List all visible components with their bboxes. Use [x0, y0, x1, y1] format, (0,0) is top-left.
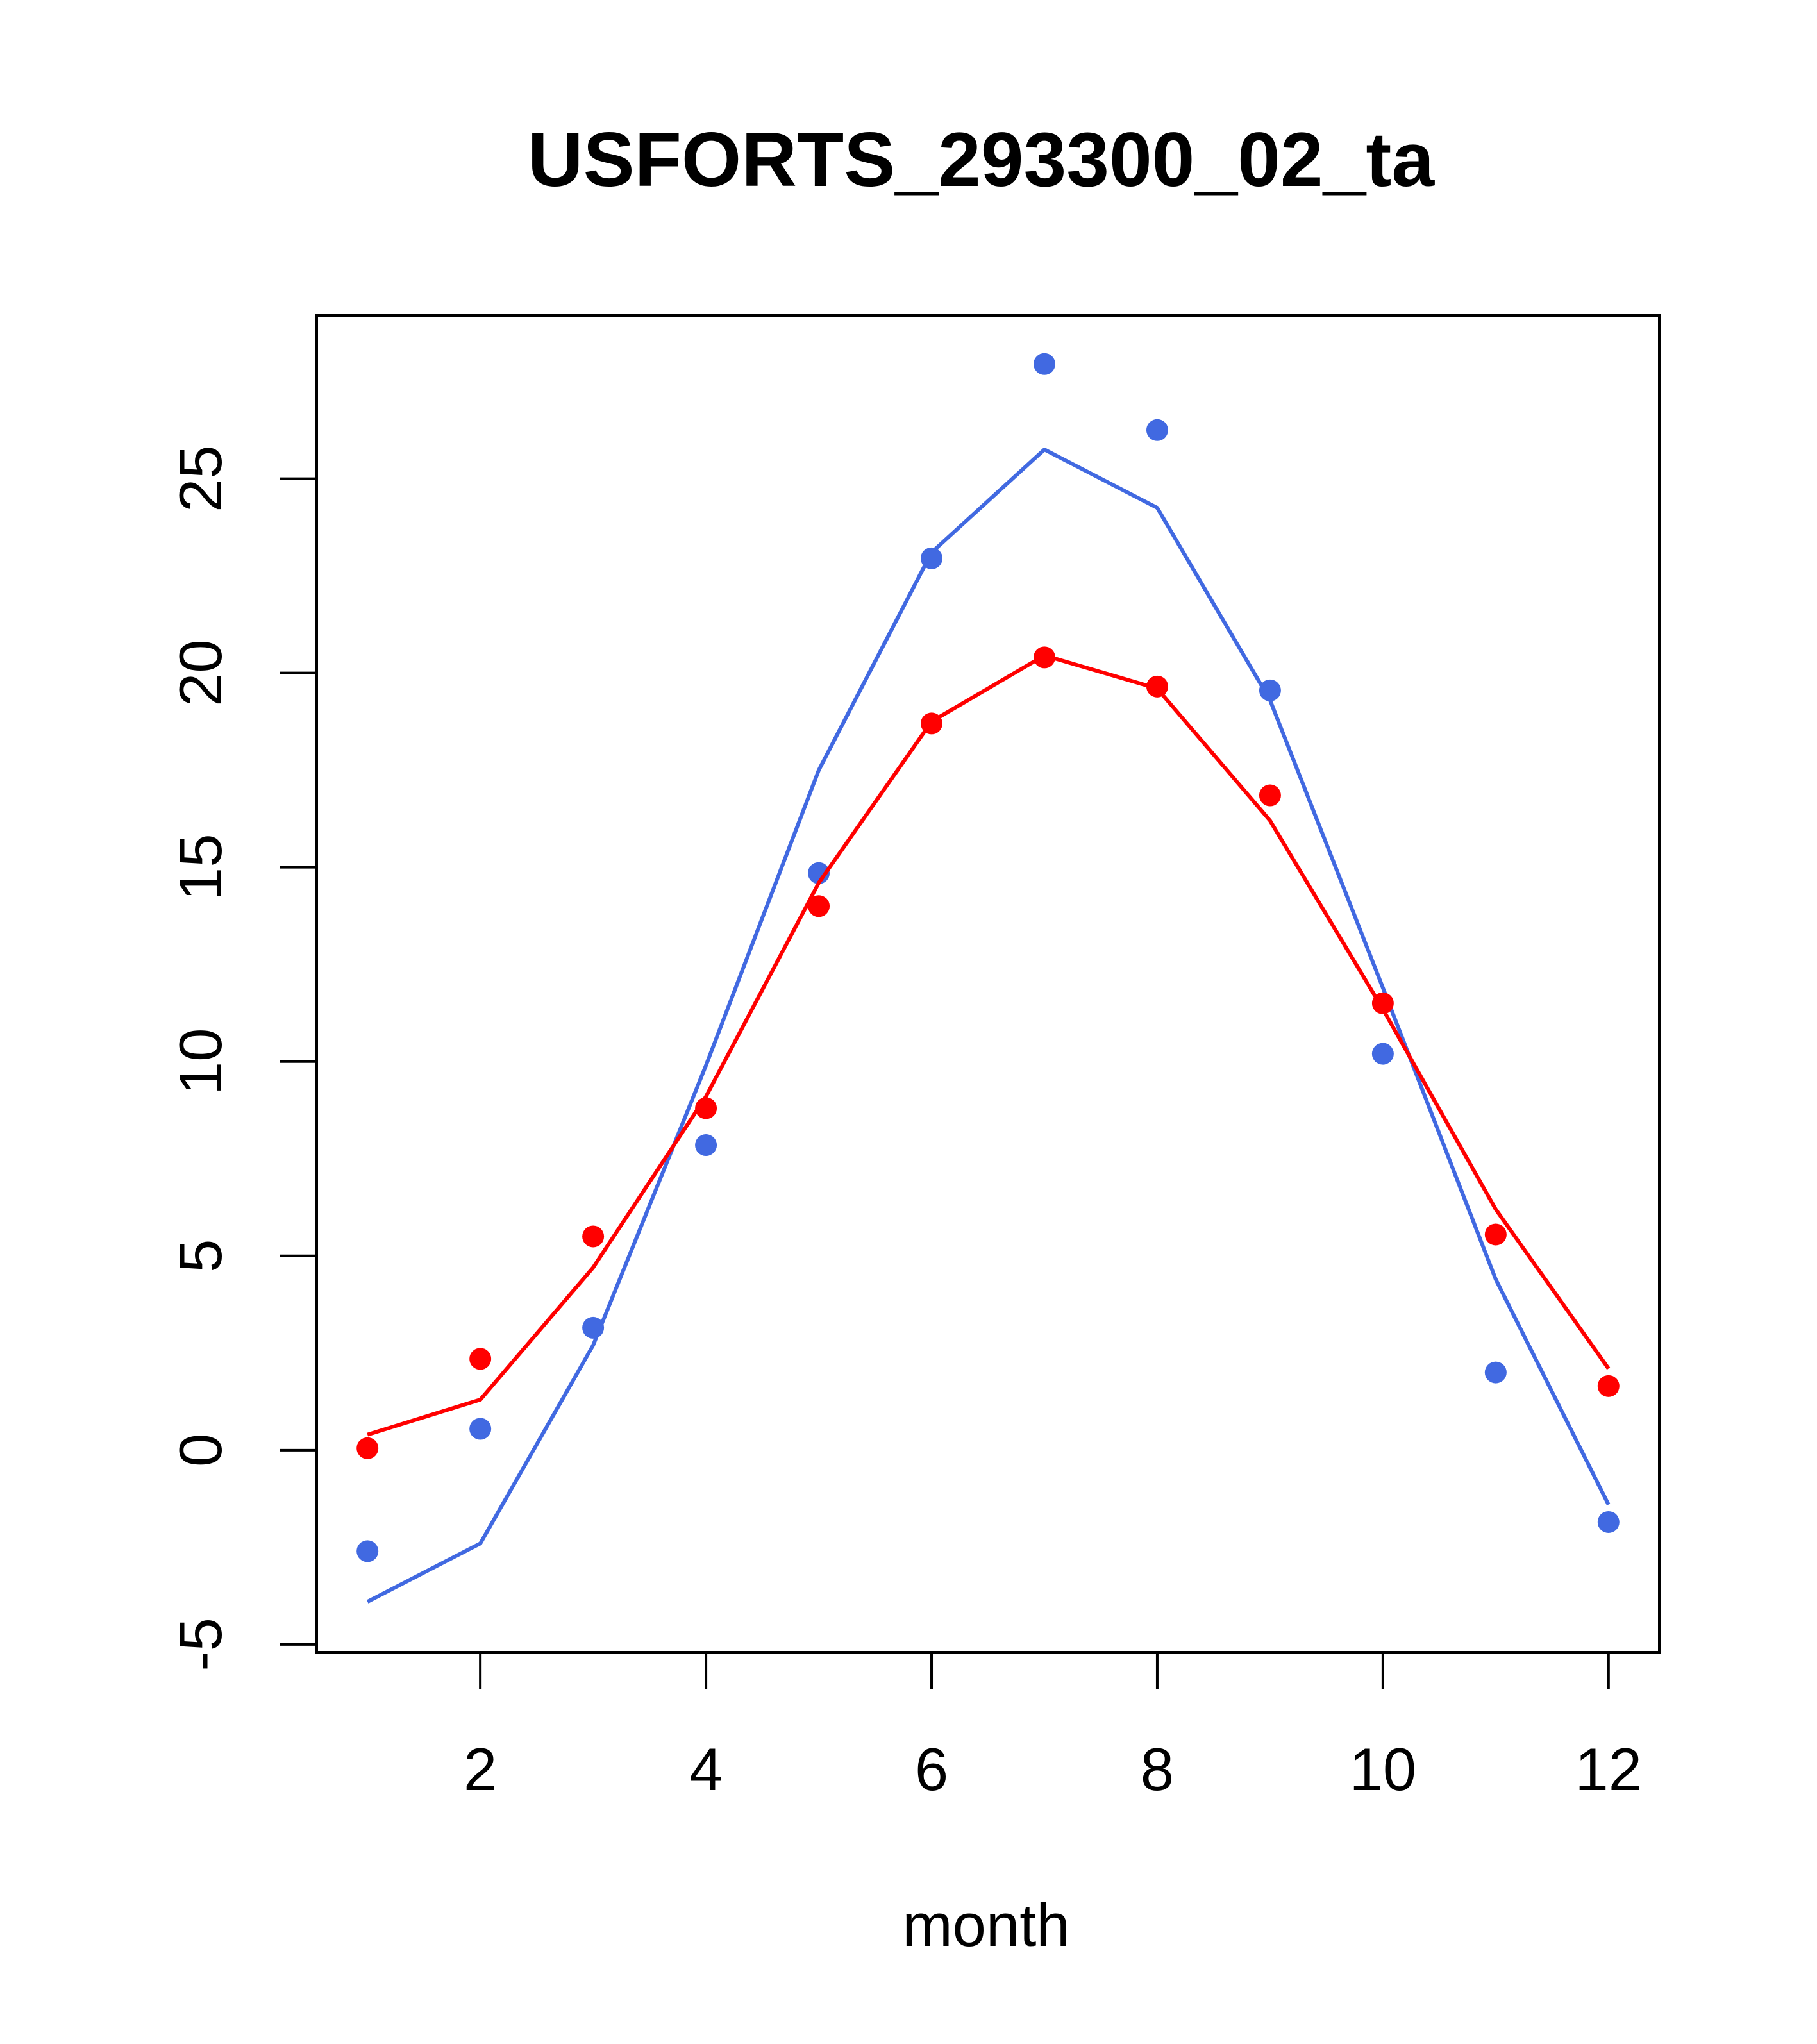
- data-point: [1371, 1043, 1394, 1065]
- series-layer: [356, 353, 1620, 1604]
- data-point: [1146, 675, 1168, 698]
- data-point: [1371, 992, 1394, 1014]
- x-tick-label: 10: [1350, 1736, 1417, 1803]
- data-point: [921, 547, 943, 569]
- y-tick-label: 20: [167, 639, 234, 707]
- data-point: [1259, 784, 1281, 807]
- data-point: [582, 1316, 605, 1339]
- x-tick-label: 6: [915, 1736, 948, 1803]
- data-point: [1597, 1375, 1620, 1397]
- y-tick-label: 25: [167, 445, 234, 512]
- data-point: [356, 1437, 379, 1459]
- x-tick-label: 2: [464, 1736, 497, 1803]
- series-1: [356, 646, 1620, 1459]
- y-tick-label: 10: [167, 1028, 234, 1095]
- y-tick-label: -5: [167, 1618, 234, 1671]
- y-tick-label: 5: [167, 1239, 234, 1273]
- data-point: [1033, 646, 1055, 669]
- y-tick-label: 15: [167, 834, 234, 901]
- data-point: [582, 1225, 605, 1248]
- series-line: [367, 653, 1611, 1437]
- y-axis: -5 0 5 10 15 20 25: [167, 445, 318, 1671]
- chart-title: USFORTS_293300_02_ta: [528, 117, 1435, 203]
- data-point: [469, 1348, 492, 1370]
- data-point: [1259, 679, 1281, 701]
- data-point: [1597, 1511, 1620, 1533]
- data-point: [1146, 419, 1168, 441]
- series-line: [366, 448, 1611, 1604]
- data-point: [1484, 1223, 1507, 1246]
- series-0: [356, 353, 1620, 1604]
- x-tick-label: 12: [1575, 1736, 1643, 1803]
- data-point: [1033, 353, 1055, 375]
- data-point: [695, 1097, 717, 1119]
- y-tick-label: 0: [167, 1434, 234, 1467]
- data-point: [921, 712, 943, 735]
- x-axis: 2 4 6 8 10 12: [464, 1651, 1643, 1803]
- x-axis-label: month: [902, 1891, 1069, 1959]
- data-point: [1484, 1361, 1507, 1384]
- data-point: [808, 862, 830, 884]
- x-tick-label: 4: [689, 1736, 723, 1803]
- data-point: [469, 1418, 492, 1440]
- x-tick-label: 8: [1141, 1736, 1174, 1803]
- data-point: [356, 1540, 379, 1562]
- data-point: [808, 895, 830, 917]
- data-point: [695, 1134, 717, 1157]
